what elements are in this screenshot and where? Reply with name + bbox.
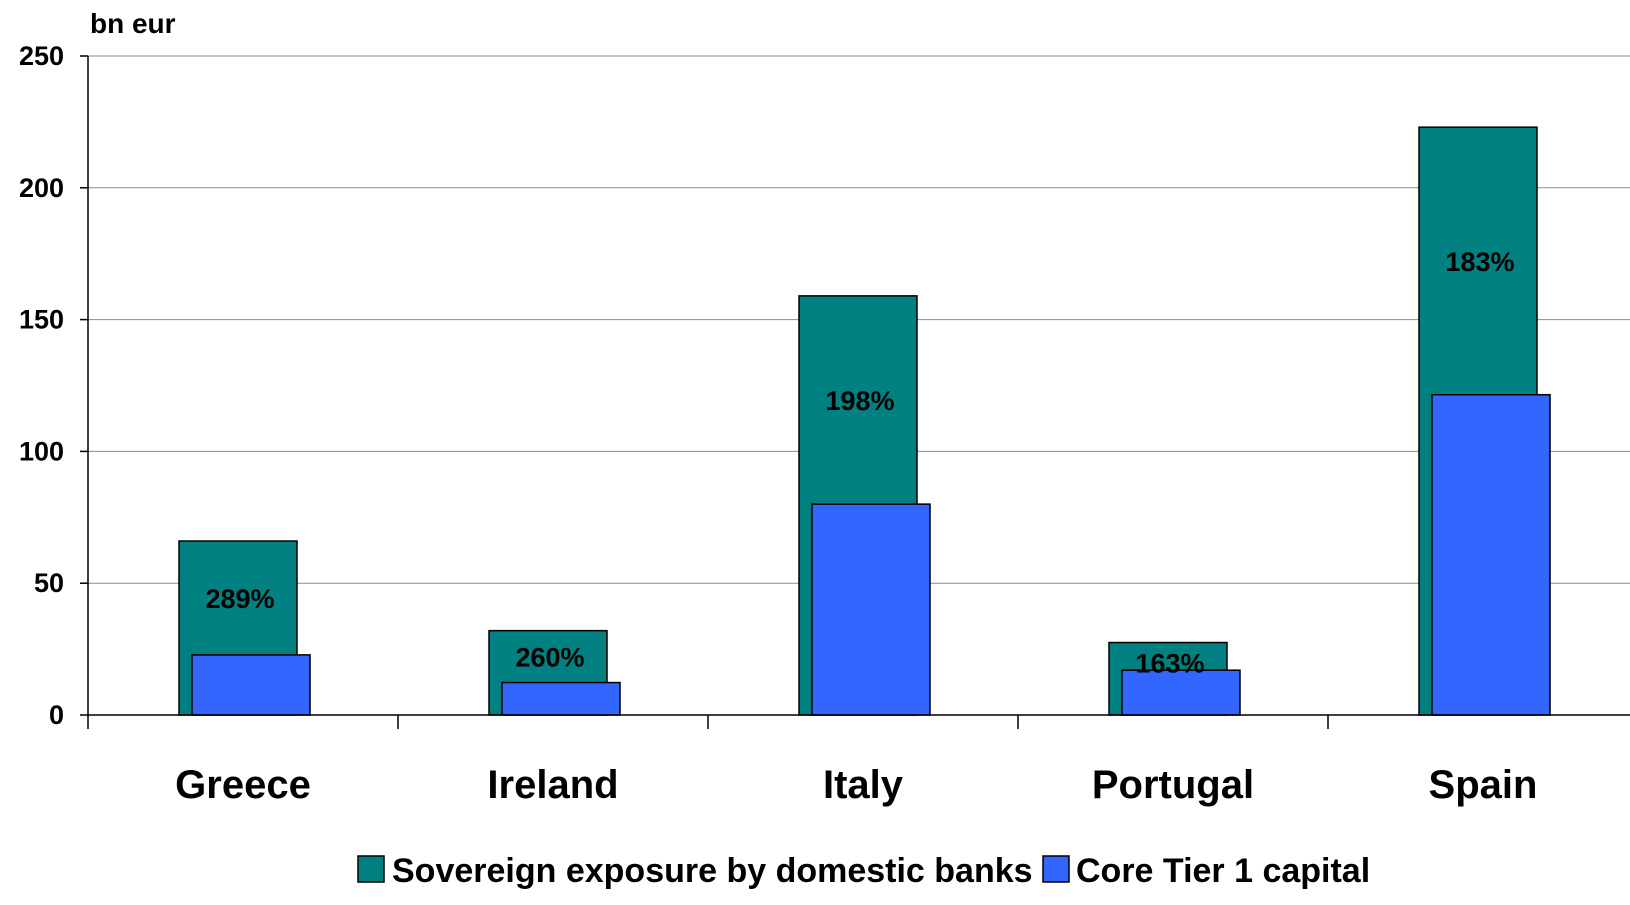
x-category-label: Portugal — [1092, 763, 1254, 807]
bar-core-tier1-capital — [1121, 669, 1241, 716]
data-label-percentage: 183% — [1445, 247, 1514, 277]
legend: Sovereign exposure by domestic banks Core… — [357, 852, 1370, 890]
data-label-percentage: 163% — [1135, 649, 1204, 679]
bar-core-tier1-capital — [1431, 393, 1551, 716]
x-category-label: Spain — [1429, 763, 1538, 807]
data-label-percentage: 260% — [515, 643, 584, 673]
x-category-label: Ireland — [487, 763, 618, 807]
y-tick-label: 200 — [19, 173, 64, 203]
x-category-label: Greece — [175, 763, 311, 807]
y-tick-label: 150 — [19, 305, 64, 335]
bar-core-tier1-capital — [191, 654, 311, 716]
legend-swatch-core-tier1-capital — [1042, 855, 1070, 883]
bar-core-tier1-capital — [501, 681, 621, 716]
legend-label-core-tier1-capital: Core Tier 1 capital — [1076, 852, 1370, 890]
y-tick-label: 50 — [34, 568, 64, 598]
y-tick-label: 100 — [19, 436, 64, 466]
data-label-percentage: 198% — [825, 386, 894, 416]
axes — [80, 55, 1630, 729]
legend-label-sovereign-exposure: Sovereign exposure by domestic banks — [392, 852, 1033, 890]
bars — [178, 126, 1551, 716]
x-category-label: Italy — [823, 763, 904, 807]
legend-swatch-sovereign-exposure — [357, 855, 385, 883]
bar-core-tier1-capital — [811, 503, 931, 716]
y-tick-label: 250 — [19, 41, 64, 71]
labels: 0 50 100 150 200 250 289% Greece 260% Ireland 198%… — [19, 41, 1538, 807]
y-tick-label: 0 — [49, 700, 64, 730]
data-label-percentage: 289% — [205, 584, 274, 614]
y-axis-unit-label: bn eur — [90, 8, 176, 39]
